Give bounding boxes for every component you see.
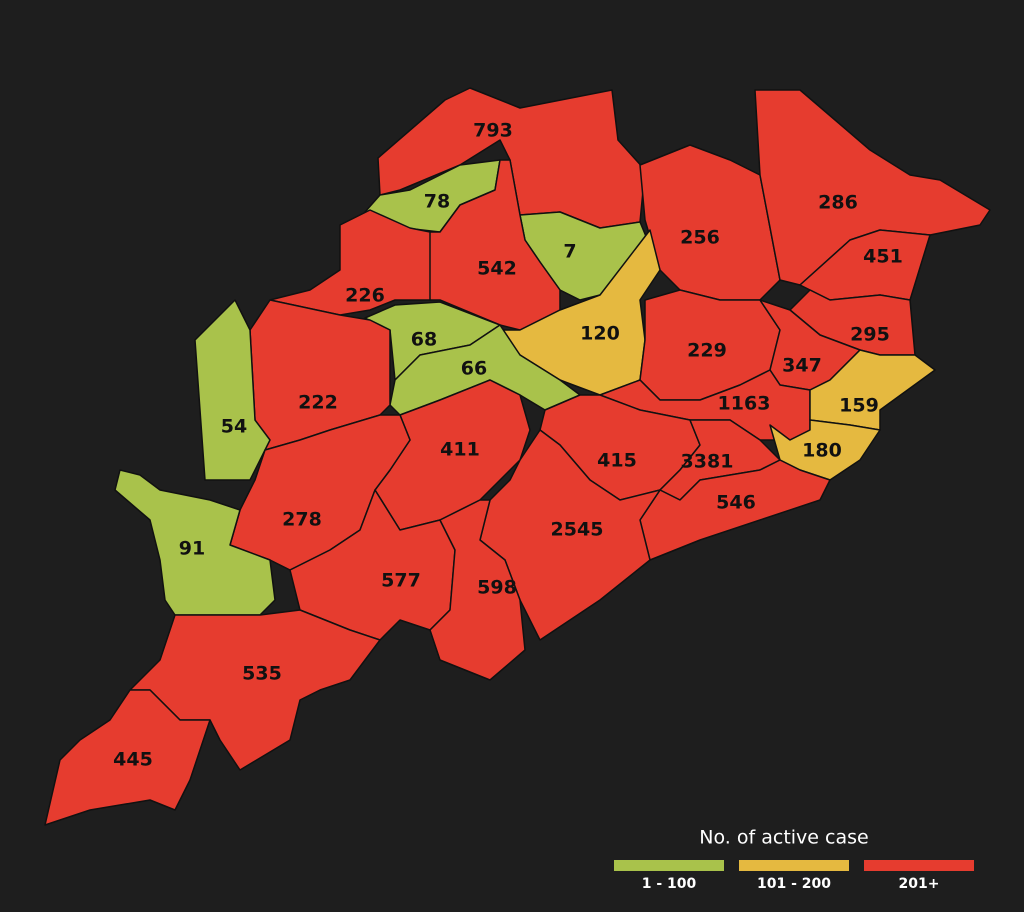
district bbox=[194, 299, 271, 481]
district-label: 793 bbox=[473, 120, 513, 142]
district bbox=[419, 159, 561, 331]
district-label: 295 bbox=[850, 324, 890, 346]
legend-swatch bbox=[614, 860, 724, 871]
legend-title: No. of active case bbox=[699, 827, 868, 849]
district-label: 451 bbox=[863, 246, 903, 268]
district-label: 120 bbox=[580, 323, 620, 345]
district-label: 535 bbox=[242, 663, 282, 685]
district-label: 68 bbox=[411, 329, 437, 351]
district-label: 78 bbox=[424, 191, 450, 213]
district-label: 66 bbox=[461, 358, 487, 380]
district-label: 226 bbox=[345, 285, 385, 307]
legend-label: 1 - 100 bbox=[642, 876, 697, 892]
district-label: 3381 bbox=[681, 451, 734, 473]
district bbox=[769, 419, 881, 481]
district-label: 159 bbox=[839, 395, 879, 417]
legend-swatch bbox=[739, 860, 849, 871]
district-label: 286 bbox=[818, 192, 858, 214]
district-label: 347 bbox=[782, 355, 822, 377]
district-label: 229 bbox=[687, 340, 727, 362]
district-label: 278 bbox=[282, 509, 322, 531]
district-label: 180 bbox=[802, 440, 842, 462]
district-label: 546 bbox=[716, 492, 756, 514]
district-label: 445 bbox=[113, 749, 153, 771]
district bbox=[114, 469, 276, 616]
district-label: 542 bbox=[477, 258, 517, 280]
legend-label: 201+ bbox=[899, 876, 940, 892]
district bbox=[754, 89, 991, 286]
legend-label: 101 - 200 bbox=[757, 876, 831, 892]
district bbox=[44, 689, 211, 826]
district-label: 256 bbox=[680, 227, 720, 249]
district-label: 2545 bbox=[551, 519, 604, 541]
district bbox=[429, 499, 526, 681]
district-label: 577 bbox=[381, 570, 421, 592]
district-label: 415 bbox=[597, 450, 637, 472]
district-label: 91 bbox=[179, 538, 205, 560]
district-label: 598 bbox=[477, 577, 517, 599]
district-label: 1163 bbox=[718, 393, 771, 415]
legend-swatch bbox=[864, 860, 974, 871]
district-label: 411 bbox=[440, 439, 480, 461]
district-label: 7 bbox=[563, 241, 576, 263]
district-label: 54 bbox=[221, 416, 247, 438]
district bbox=[269, 209, 431, 316]
district-label: 222 bbox=[298, 392, 338, 414]
